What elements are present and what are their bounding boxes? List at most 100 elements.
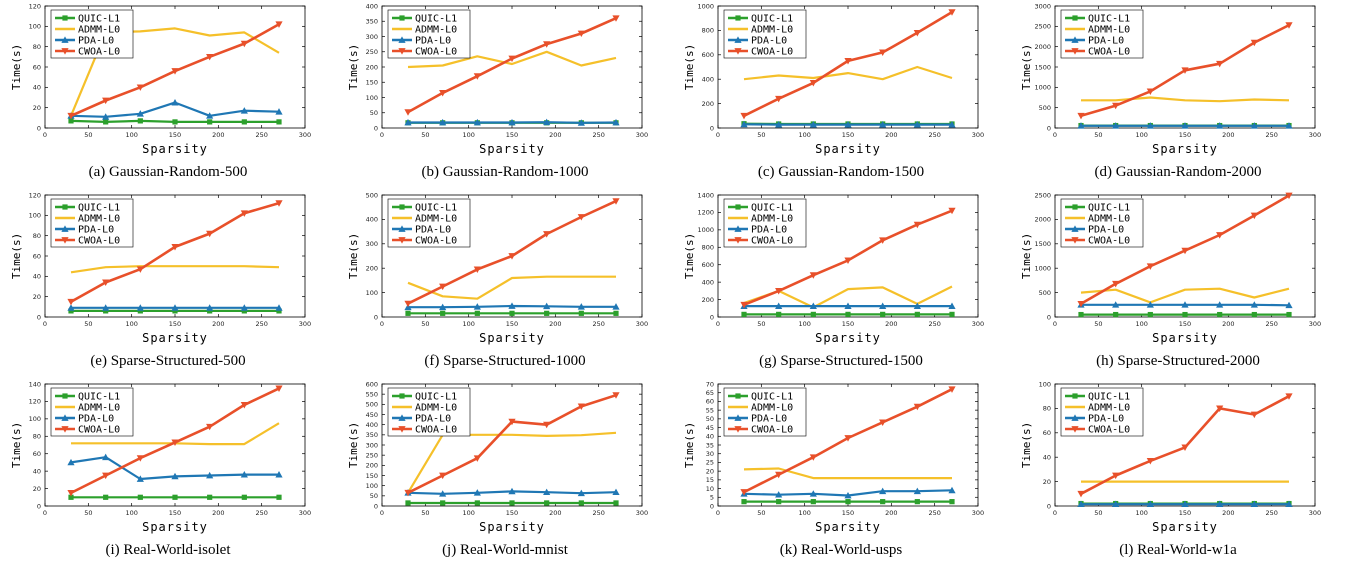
x-tick-label: 250 bbox=[255, 320, 267, 328]
legend-label: CWOA-L0 bbox=[751, 235, 793, 246]
x-axis-label: Sparsity bbox=[479, 331, 545, 345]
x-tick-label: 150 bbox=[842, 509, 854, 517]
data-point bbox=[1250, 39, 1258, 47]
x-tick-label: 50 bbox=[84, 320, 92, 328]
data-point bbox=[103, 308, 109, 314]
y-tick-label: 30 bbox=[706, 450, 714, 458]
legend-label: CWOA-L0 bbox=[78, 46, 120, 57]
data-point bbox=[948, 120, 956, 128]
data-point bbox=[137, 118, 143, 124]
chart-svg: 0 50 100 150 200 250 300 350 400 450 500 550 600 0 50 1… bbox=[347, 380, 648, 534]
data-point bbox=[613, 310, 619, 316]
data-point bbox=[879, 419, 887, 426]
series-pda-l0 bbox=[740, 302, 956, 309]
legend-label: QUIC-L1 bbox=[415, 391, 457, 402]
x-tick-label: 150 bbox=[842, 131, 854, 139]
y-tick-label: 400 bbox=[702, 76, 714, 84]
x-tick-label: 300 bbox=[1309, 131, 1321, 139]
legend-marker bbox=[61, 225, 69, 232]
x-tick-label: 200 bbox=[1222, 320, 1234, 328]
data-point bbox=[1077, 490, 1085, 498]
y-tick-label: 100 bbox=[366, 94, 378, 102]
data-point bbox=[844, 491, 852, 499]
series-cwoa-l0 bbox=[404, 198, 620, 308]
chart-svg: 0 20 40 60 80 100 120 0 50 100 150 200 250 300 Time(s)… bbox=[10, 191, 311, 345]
legend-marker bbox=[734, 36, 742, 43]
y-tick-label: 2000 bbox=[1034, 216, 1051, 224]
data-point bbox=[1077, 300, 1085, 308]
data-point bbox=[741, 311, 747, 317]
data-point bbox=[1250, 500, 1258, 508]
y-tick-label: 500 bbox=[366, 191, 378, 199]
chart-panel: 0 50 100 150 200 250 300 350 400 450 500 550 600 0 50 1… bbox=[337, 378, 673, 567]
data-point bbox=[612, 303, 620, 310]
legend-marker bbox=[62, 393, 68, 399]
data-point bbox=[948, 386, 956, 393]
series-pda-l0 bbox=[67, 98, 283, 120]
y-tick-label: 300 bbox=[366, 33, 378, 41]
data-point bbox=[845, 499, 851, 505]
x-tick-label: 250 bbox=[928, 320, 940, 328]
data-point bbox=[171, 98, 179, 106]
legend-label: PDA-L0 bbox=[751, 413, 787, 424]
y-tick-label: 5 bbox=[710, 494, 714, 502]
x-tick-label: 0 bbox=[43, 131, 47, 139]
x-tick-label: 250 bbox=[928, 131, 940, 139]
data-point bbox=[810, 499, 816, 505]
data-point bbox=[809, 272, 817, 279]
data-point bbox=[508, 418, 516, 426]
x-tick-label: 50 bbox=[84, 131, 92, 139]
data-point bbox=[136, 475, 144, 482]
legend-label: ADMM-L0 bbox=[1088, 24, 1130, 35]
x-axis-label: Sparsity bbox=[479, 520, 545, 534]
data-point bbox=[275, 21, 283, 28]
legend-label: QUIC-L1 bbox=[415, 13, 457, 24]
x-tick-label: 300 bbox=[299, 320, 311, 328]
legend-marker bbox=[398, 48, 406, 55]
data-point bbox=[879, 302, 887, 309]
y-tick-label: 600 bbox=[702, 261, 714, 269]
y-axis-label: Time(s) bbox=[683, 422, 696, 468]
x-tick-label: 0 bbox=[380, 509, 384, 517]
data-point bbox=[474, 310, 480, 316]
legend-label: PDA-L0 bbox=[415, 224, 451, 235]
legend-label: CWOA-L0 bbox=[1088, 235, 1130, 246]
y-axis-label: Time(s) bbox=[10, 44, 23, 90]
data-point bbox=[948, 302, 956, 309]
plot-area bbox=[1077, 192, 1293, 318]
legend-label: PDA-L0 bbox=[1088, 413, 1124, 424]
data-point bbox=[1181, 67, 1189, 74]
chart-svg: 0 20 40 60 80 100 120 0 50 100 150 200 250 300 Time(s)… bbox=[10, 2, 311, 156]
x-tick-label: 200 bbox=[212, 320, 224, 328]
y-tick-label: 80 bbox=[33, 433, 41, 441]
chart-svg: 0 500 1000 1500 2000 2500 3000 0 50 100 150 200 250 3… bbox=[1020, 2, 1321, 156]
data-point bbox=[206, 304, 214, 311]
series-quic-l1 bbox=[405, 500, 619, 506]
plot-area bbox=[404, 198, 620, 316]
series-pda-l0 bbox=[740, 486, 956, 499]
chart-svg: 0 20 40 60 80 100 120 140 0 50 100 150 200 250 300 Time… bbox=[10, 380, 311, 534]
data-point bbox=[241, 119, 247, 125]
data-point bbox=[172, 494, 178, 500]
x-tick-label: 50 bbox=[421, 131, 429, 139]
data-point bbox=[1112, 102, 1120, 110]
y-tick-label: 100 bbox=[29, 212, 41, 220]
data-point bbox=[240, 304, 248, 311]
x-tick-label: 200 bbox=[1222, 131, 1234, 139]
legend-label: QUIC-L1 bbox=[415, 202, 457, 213]
series-cwoa-l0 bbox=[404, 392, 620, 497]
y-tick-label: 0 bbox=[374, 313, 378, 321]
legend-label: CWOA-L0 bbox=[415, 424, 457, 435]
panel-caption: (a) Gaussian-Random-500 bbox=[88, 164, 248, 180]
series-line bbox=[70, 265, 280, 274]
y-tick-label: 350 bbox=[366, 18, 378, 26]
series-admm-l0 bbox=[407, 431, 617, 494]
x-tick-label: 150 bbox=[1179, 131, 1191, 139]
panel-caption: (d) Gaussian-Random-2000 bbox=[1094, 164, 1262, 180]
data-point bbox=[844, 58, 852, 65]
y-tick-label: 140 bbox=[29, 380, 41, 388]
